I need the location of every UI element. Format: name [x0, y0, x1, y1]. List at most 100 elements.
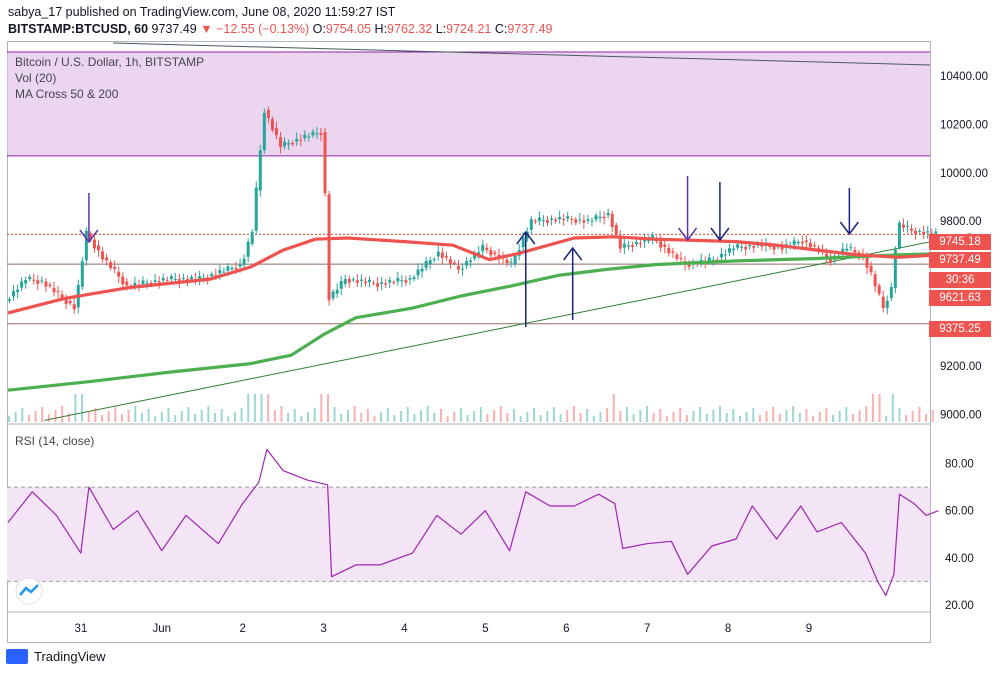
- candle-body: [926, 231, 930, 233]
- candle-body: [226, 266, 230, 271]
- candle-body: [671, 251, 675, 253]
- volume-bar: [21, 408, 24, 422]
- candle-body: [456, 266, 460, 270]
- candle-body: [558, 217, 562, 220]
- candle-body: [930, 233, 934, 235]
- candle-body: [918, 230, 922, 232]
- candle-body: [319, 133, 323, 136]
- candle-body: [8, 299, 11, 301]
- price-tick-label: 9800.00: [940, 216, 982, 228]
- candle-body: [279, 137, 283, 148]
- volume-bar: [546, 411, 549, 422]
- volume-bar: [672, 412, 675, 422]
- candle-body: [388, 280, 392, 283]
- candle-body: [368, 279, 372, 283]
- volume-bar: [639, 410, 642, 422]
- candle-body: [266, 109, 270, 119]
- candle-body: [133, 282, 137, 286]
- down-arrow-2-head: [677, 227, 698, 242]
- candle-body: [145, 282, 149, 284]
- volume-bar: [765, 411, 768, 422]
- tradingview-brand[interactable]: TradingView: [6, 649, 106, 664]
- candle-body: [477, 252, 481, 255]
- volume-bar: [865, 406, 868, 422]
- candle-body: [412, 277, 416, 280]
- candle-body: [125, 281, 129, 286]
- symbol-line: BITSTAMP:BTCUSD, 60 9737.49 ▼ −12.55 (−0…: [8, 22, 553, 36]
- candle-body: [812, 245, 816, 247]
- candle-body: [578, 219, 582, 221]
- candle-body: [68, 300, 72, 304]
- candle-body: [772, 246, 776, 250]
- volume-bar: [200, 410, 203, 422]
- candle-body: [254, 187, 258, 231]
- candle-body: [258, 150, 262, 191]
- volume-bar: [825, 408, 828, 422]
- volume-bar: [792, 406, 795, 422]
- candle-body: [424, 260, 428, 268]
- volume-bar: [891, 394, 894, 422]
- volume-bar: [579, 413, 582, 422]
- candle-body: [428, 260, 432, 264]
- volume-bar: [858, 410, 861, 422]
- candle-body: [323, 132, 327, 194]
- volume-bar: [599, 412, 602, 422]
- candle-body: [675, 254, 679, 259]
- volume-bar: [313, 408, 316, 422]
- candle-body: [934, 231, 938, 234]
- candle-body: [719, 253, 723, 258]
- candle-body: [56, 291, 60, 293]
- candle-body: [877, 285, 881, 294]
- ma-200-line: [7, 252, 939, 392]
- volume-bar: [898, 408, 901, 422]
- candle-body: [359, 279, 363, 281]
- chart-frame[interactable]: [7, 41, 931, 643]
- rsi-tick-label: 40.00: [945, 553, 974, 565]
- last-price: 9737.49: [151, 22, 197, 36]
- volume-bar: [74, 394, 77, 422]
- close-value: 9737.49: [507, 22, 553, 36]
- candle-body: [533, 221, 537, 223]
- volume-bar: [752, 408, 755, 422]
- time-tick-label: 8: [725, 623, 731, 635]
- volume-bar: [320, 394, 323, 422]
- candle-body: [566, 216, 570, 219]
- candle-body: [141, 280, 145, 285]
- volume-bar: [41, 407, 44, 422]
- candle-body: [711, 259, 715, 261]
- rsi-band: [7, 487, 930, 582]
- candle-body: [723, 254, 727, 256]
- candle-body: [48, 284, 52, 287]
- volume-bar: [871, 394, 874, 422]
- up-arrow-1-head: [516, 230, 536, 245]
- volume-bar: [626, 407, 629, 422]
- volume-bar: [619, 411, 622, 422]
- candle-body: [598, 216, 602, 219]
- volume-bar: [513, 409, 516, 422]
- candle-body: [651, 235, 655, 240]
- candle-body: [513, 255, 517, 265]
- candle-body: [869, 265, 873, 273]
- candle-body: [740, 246, 744, 248]
- candle-body: [40, 280, 44, 282]
- candle-body: [728, 248, 732, 253]
- candle-body: [230, 267, 234, 270]
- candle-body: [380, 282, 384, 284]
- candle-body: [84, 230, 88, 261]
- volume-bar: [81, 394, 84, 422]
- candle-body: [24, 280, 28, 284]
- price-tick-label: 10200.00: [940, 119, 988, 131]
- candle-body: [667, 247, 671, 254]
- volume-bar: [233, 412, 236, 422]
- candle-body: [469, 260, 473, 263]
- volume-bar: [473, 411, 476, 422]
- candle-body: [12, 291, 16, 297]
- price-change: ▼ −12.55 (−0.13%): [200, 22, 310, 36]
- volume-bar: [812, 416, 815, 422]
- volume-bar: [778, 414, 781, 422]
- volume-bar: [380, 412, 383, 422]
- candle-body: [392, 282, 396, 284]
- legend-rsi: RSI (14, close): [15, 434, 95, 448]
- rsi-line: [7, 448, 939, 597]
